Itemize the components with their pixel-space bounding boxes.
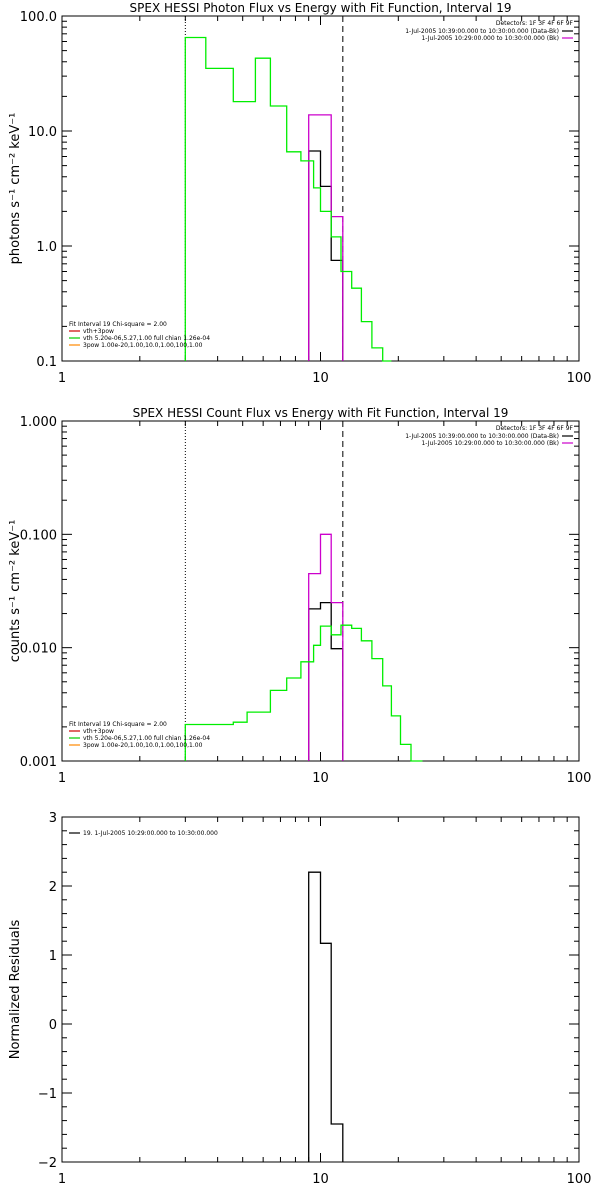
x-tick-label: 10: [312, 1172, 329, 1187]
chart-title: SPEX HESSI Photon Flux vs Energy with Fi…: [130, 1, 512, 15]
legend-left-item: 3pow 1.00e-20,1.00,10.0,1.00,100,1.00: [83, 742, 203, 749]
plot-frame: [61, 816, 580, 1163]
y-tick-label: 1.000: [20, 415, 57, 430]
y-axis-label: counts s⁻¹ cm⁻² keV⁻¹: [8, 520, 23, 663]
legend-right-item: 1-Jul-2005 10:29:00.000 to 10:30:00.000 …: [421, 35, 559, 42]
legend-left-item: vth+3pow: [83, 728, 114, 735]
y-axis-label: Normalized Residuals: [8, 920, 23, 1060]
series-2-0-step-line: [308, 871, 344, 1162]
x-tick-label: 1: [58, 771, 66, 786]
y-axis-label: photons s⁻¹ cm⁻² keV⁻¹: [8, 113, 23, 265]
y-tick-label: 100.0: [20, 10, 57, 25]
legend-left-item: 3pow 1.00e-20,1.00,10.0,1.00,100,1.00: [83, 342, 203, 349]
chart-title: SPEX HESSI Count Flux vs Energy with Fit…: [133, 406, 509, 420]
plot-frame: [61, 420, 580, 762]
y-tick-label: −1: [38, 1087, 57, 1102]
legend-fit-title: Fit Interval 19 Chi-square = 2.00: [69, 721, 167, 728]
x-tick-label: 10: [312, 371, 329, 386]
legend-left-item: vth+3pow: [83, 328, 114, 335]
legend-right-item: 1-Jul-2005 10:39:00.000 to 10:30:00.000 …: [405, 433, 559, 440]
x-tick-label: 1: [58, 371, 66, 386]
legend-detectors: Detectors: 1F 3F 4F 6F 9F: [496, 20, 574, 27]
legend-right-item: 1-Jul-2005 10:39:00.000 to 10:30:00.000 …: [405, 28, 559, 35]
y-tick-label: 0: [49, 1018, 57, 1033]
x-tick-label: 100: [567, 371, 592, 386]
legend-left-item: 19. 1-Jul-2005 10:29:00.000 to 10:30:00.…: [83, 830, 218, 837]
x-tick-label: 100: [567, 1172, 592, 1187]
legend-detectors: Detectors: 1F 3F 4F 6F 9F: [496, 425, 574, 432]
y-tick-label: 2: [49, 880, 57, 895]
series-1-2-step-line: [184, 624, 423, 762]
y-tick-label: 0.1: [36, 355, 57, 370]
x-tick-label: 100: [567, 771, 592, 786]
legend-fit-title: Fit Interval 19 Chi-square = 2.00: [69, 321, 167, 328]
legend-left-item: vth 5.20e-06,5.27,1.00 full chian 1.26e-…: [83, 735, 210, 742]
y-tick-label: 1: [49, 949, 57, 964]
y-tick-label: 0.100: [20, 528, 57, 543]
series-0-2-step-line: [184, 36, 392, 362]
y-tick-label: −2: [38, 1156, 57, 1171]
y-tick-label: 10.0: [28, 125, 57, 140]
series-0-1-step-line: [308, 114, 344, 361]
y-tick-label: 1.0: [36, 240, 57, 255]
series-1-1-step-line: [308, 533, 344, 761]
y-tick-label: 0.001: [20, 755, 57, 770]
legend-right-item: 1-Jul-2005 10:29:00.000 to 10:30:00.000 …: [421, 440, 559, 447]
x-tick-label: 10: [312, 771, 329, 786]
y-tick-label: 3: [49, 811, 57, 826]
y-tick-label: 0.010: [20, 642, 57, 657]
x-tick-label: 1: [58, 1172, 66, 1187]
series-1-0-step-line: [308, 601, 344, 761]
legend-left-item: vth 5.20e-06,5.27,1.00 full chian 1.26e-…: [83, 335, 210, 342]
